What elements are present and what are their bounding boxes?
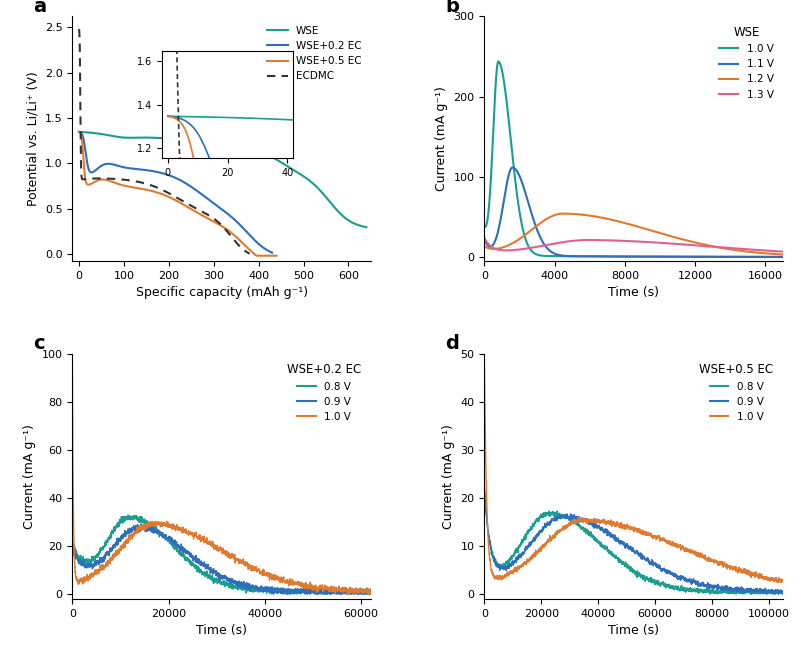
- X-axis label: Specific capacity (mAh g⁻¹): Specific capacity (mAh g⁻¹): [136, 286, 307, 299]
- Text: a: a: [34, 0, 47, 16]
- Legend: 0.8 V, 0.9 V, 1.0 V: 0.8 V, 0.9 V, 1.0 V: [695, 359, 777, 426]
- Legend: WSE, WSE+0.2 EC, WSE+0.5 EC, ECDMC: WSE, WSE+0.2 EC, WSE+0.5 EC, ECDMC: [262, 22, 365, 86]
- Text: b: b: [445, 0, 459, 16]
- Text: c: c: [34, 334, 45, 353]
- Y-axis label: Current (mA g⁻¹): Current (mA g⁻¹): [23, 424, 36, 529]
- X-axis label: Time (s): Time (s): [607, 286, 658, 299]
- Y-axis label: Potential vs. Li/Li⁺ (V): Potential vs. Li/Li⁺ (V): [26, 72, 39, 206]
- X-axis label: Time (s): Time (s): [607, 624, 658, 637]
- Y-axis label: Current (mA g⁻¹): Current (mA g⁻¹): [441, 424, 455, 529]
- X-axis label: Time (s): Time (s): [196, 624, 247, 637]
- Legend: 1.0 V, 1.1 V, 1.2 V, 1.3 V: 1.0 V, 1.1 V, 1.2 V, 1.3 V: [715, 22, 777, 104]
- Y-axis label: Current (mA g⁻¹): Current (mA g⁻¹): [435, 86, 448, 191]
- Legend: 0.8 V, 0.9 V, 1.0 V: 0.8 V, 0.9 V, 1.0 V: [283, 359, 365, 426]
- Text: d: d: [445, 334, 459, 353]
